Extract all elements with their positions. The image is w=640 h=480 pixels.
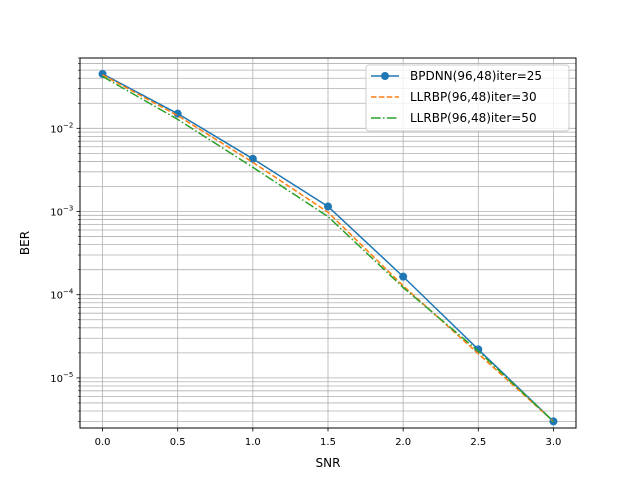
series-1-point <box>324 202 332 211</box>
legend-label-1: BPDNN(96,48)iter=25 <box>410 69 542 83</box>
legend-box <box>365 64 570 132</box>
legend: BPDNN(96,48)iter=25 LLRBP(96,48)iter=30 LL… <box>365 64 570 132</box>
y-tick-label-exponent: −2 <box>63 121 73 129</box>
ticks: 0.0 0.5 1.0 1.5 2.0 2.5 3.010−510−410−310−2 <box>50 57 562 448</box>
x-tick-label: 1.5 <box>320 437 336 448</box>
legend-marker-1 <box>381 72 389 80</box>
series-1-point <box>173 109 182 118</box>
legend-label-2: LLRBP(96,48)iter=30 <box>410 90 537 104</box>
y-tick-label-exponent: −5 <box>63 371 73 379</box>
series <box>98 69 558 426</box>
series-1-point <box>399 272 408 281</box>
x-tick-label: 3.0 <box>546 437 562 448</box>
series-line-2 <box>102 74 554 422</box>
x-tick-label: 2.5 <box>470 437 486 448</box>
y-tick-label-base: 10 <box>50 208 63 219</box>
x-axis-label: SNR <box>316 456 341 470</box>
x-tick-label: 2.0 <box>395 437 411 448</box>
y-tick-label-base: 10 <box>50 374 63 385</box>
legend-label-3: LLRBP(96,48)iter=50 <box>410 111 537 125</box>
x-tick-label: 0.5 <box>170 437 186 448</box>
y-tick-label-base: 10 <box>50 124 63 135</box>
y-axis-label: BER <box>18 231 32 255</box>
x-tick-label: 0.0 <box>95 437 111 448</box>
series-1-point <box>549 417 558 426</box>
x-tick-label: 1.0 <box>245 437 261 448</box>
y-tick-label-base: 10 <box>50 291 63 302</box>
y-tick-label-exponent: −3 <box>63 205 73 213</box>
series-line-3 <box>102 75 554 422</box>
y-tick-label-exponent: −4 <box>63 288 74 296</box>
series-1-point <box>248 154 257 163</box>
